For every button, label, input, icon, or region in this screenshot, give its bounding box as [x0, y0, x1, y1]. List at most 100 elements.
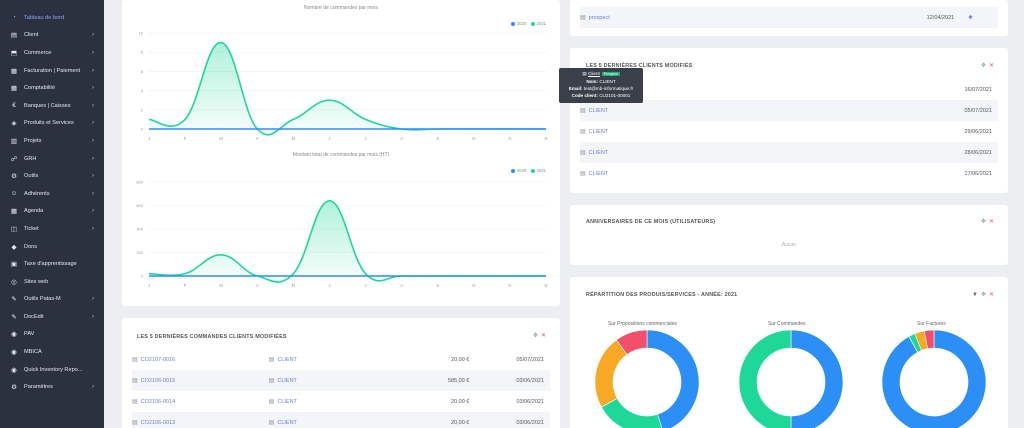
order-ref-link[interactable]: CO2106-0015	[140, 377, 176, 384]
x-tick-label: M	[292, 283, 296, 288]
donut-commandes-slice	[738, 329, 792, 428]
invoice-icon: ▦	[10, 67, 18, 75]
x-tick-label: J	[148, 136, 150, 141]
close-icon[interactable]: ✕	[540, 333, 546, 339]
sidebar-item-wrench[interactable]: ✎ Outils Patas-M ›	[0, 291, 104, 309]
sidebar-item-label: Outils	[24, 173, 39, 180]
sidebar-item-label: Paramètres	[24, 384, 53, 391]
sidebar-item-euro[interactable]: € Banques | Caisses ›	[0, 97, 104, 115]
order-ref-link[interactable]: CO2106-0014	[140, 398, 176, 405]
y-tick-label: 600	[136, 203, 143, 208]
star-icon[interactable]: ✱	[968, 14, 973, 21]
client-row[interactable]: ▤ CLIENT 28/06/2021	[580, 142, 998, 163]
sidebar-item-gauge[interactable]: ◔ Tableau de bord	[0, 9, 104, 27]
prospect-row[interactable]: ▤ prospect 12/04/2021 ✱	[580, 7, 998, 28]
card-tools: ✥ ✕	[533, 332, 546, 339]
sidebar-item-tax[interactable]: ▣ Taxe d'apprentissage	[0, 255, 104, 273]
sidebar-item-pav[interactable]: ◉ PAV	[0, 326, 104, 344]
legend-2021: 2021	[531, 168, 546, 173]
sidebar-item-edit[interactable]: ✎ DocEdit ›	[0, 308, 104, 326]
sidebar-item-tools[interactable]: ⚙ Outils ›	[0, 167, 104, 185]
sidebar-item-invoice[interactable]: ▦ Facturation | Paiement ›	[0, 62, 104, 80]
sidebar-item-label: DocEdit	[24, 313, 44, 320]
birthdays-title: Anniversaires de ce mois (utilisateurs)	[586, 219, 716, 225]
chevron-right-icon: ›	[92, 67, 94, 74]
x-tick-label: J	[148, 283, 150, 288]
doc-icon: ▤	[580, 108, 586, 114]
close-icon[interactable]: ✕	[988, 292, 994, 298]
cube-icon: ◈	[11, 120, 17, 128]
client-link[interactable]: CLIENT	[588, 149, 609, 156]
sidebar-item-cube[interactable]: ◈ Produits et Services ›	[0, 115, 104, 133]
client-link[interactable]: CLIENT	[588, 170, 609, 177]
sidebar-item-table[interactable]: ▦ Comptabilité ›	[0, 79, 104, 97]
x-tick-label: J	[364, 283, 366, 288]
order-client-link[interactable]: CLIENT	[277, 377, 297, 384]
sidebar-item-web[interactable]: ◎ Sites web	[0, 273, 104, 291]
order-row[interactable]: ▤ CO2106-0013 ▤ CLIENT 20,00 €03/06/2021	[132, 412, 550, 428]
card-tools: ✥ ✕	[981, 218, 994, 225]
chevron-right-icon: ›	[92, 384, 94, 391]
sidebar-item-label: Banques | Caisses	[24, 102, 71, 109]
x-tick-label: M	[219, 136, 223, 141]
x-tick-label: A	[400, 283, 403, 288]
order-row[interactable]: ▤ CO2106-0014 ▤ CLIENT 20,00 €03/06/2021	[132, 391, 550, 412]
birthdays-card: Anniversaires de ce mois (utilisateurs) …	[570, 205, 1008, 265]
pav-icon: ◉	[11, 331, 17, 339]
x-tick-label: A	[400, 136, 403, 141]
order-client-link[interactable]: CLIENT	[277, 419, 297, 426]
sidebar: ◔ Tableau de bord ▤ Client › ⬒ Commerce › ▦ Factu…	[0, 0, 104, 428]
gear-icon: ⚙	[11, 384, 17, 392]
y-tick-label: 200	[136, 250, 143, 255]
client-row[interactable]: ▤ CLIENT 17/06/2021	[580, 163, 998, 184]
sidebar-item-gear[interactable]: ⚙ Paramètres ›	[0, 378, 104, 396]
doc-icon: ▤	[10, 32, 18, 40]
x-tick-label: S	[436, 283, 439, 288]
birthdays-empty: Aucun	[781, 242, 797, 248]
client-link[interactable]: CLIENT	[588, 128, 609, 135]
sidebar-item-label: Agenda	[24, 208, 44, 215]
donut-propositions-slice	[646, 329, 700, 428]
order-ref-link[interactable]: CO2106-0013	[140, 419, 176, 426]
prospect-link[interactable]: prospect	[588, 14, 610, 21]
order-ref-link[interactable]: CO2107-0016	[140, 356, 176, 363]
x-tick-label: J	[328, 283, 330, 288]
close-icon[interactable]: ✕	[988, 219, 994, 225]
client-link[interactable]: CLIENT	[588, 107, 609, 114]
sidebar-item-label: Ticket	[24, 225, 39, 232]
move-icon[interactable]: ✥	[980, 219, 986, 225]
sidebar-item-label: Produits et Services	[24, 120, 74, 127]
client-row[interactable]: ▤ CLIENT 05/07/2021	[580, 100, 998, 121]
sidebar-item-label: Projets	[24, 137, 42, 144]
client-link[interactable]: CLIENT	[589, 87, 965, 93]
x-tick-label: S	[436, 136, 439, 141]
sidebar-item-members[interactable]: ☺ Adhérents ›	[0, 185, 104, 203]
order-client-link[interactable]: CLIENT	[277, 356, 297, 363]
order-amount: 585,00 €	[447, 377, 470, 384]
doc-icon: ▤	[268, 357, 275, 363]
sidebar-item-ticket[interactable]: ◫ Ticket ›	[0, 220, 104, 238]
sidebar-item-calendar[interactable]: ▦ Agenda ›	[0, 203, 104, 221]
order-amount: 20,00 €	[450, 398, 470, 405]
order-row[interactable]: ▤ CO2106-0015 ▤ CLIENT 585,00 €03/06/2021	[132, 370, 550, 391]
sidebar-item-doc[interactable]: ▤ Client ›	[0, 27, 104, 45]
sidebar-item-briefcase[interactable]: ▥ Projets ›	[0, 132, 104, 150]
move-icon[interactable]: ✥	[980, 292, 986, 298]
sidebar-item-gift[interactable]: ◆ Dons	[0, 238, 104, 256]
sidebar-item-users[interactable]: ☍ GRH ›	[0, 150, 104, 168]
order-row[interactable]: ▤ CO2107-0016 ▤ CLIENT 20,00 €05/07/2021	[132, 349, 550, 370]
sidebar-item-inventory[interactable]: ◉ Quick Inventory Repo...	[0, 361, 104, 379]
move-icon[interactable]: ✥	[980, 63, 986, 69]
move-icon[interactable]: ✥	[532, 333, 538, 339]
sidebar-item-label: GRH	[24, 155, 37, 162]
sidebar-item-label: PAV	[24, 331, 35, 338]
repartition-title: Répartition des produis/services - année…	[586, 292, 738, 298]
sidebar-item-cart[interactable]: ⬒ Commerce ›	[0, 44, 104, 62]
sidebar-item-mbica[interactable]: ◉ MBICA	[0, 343, 104, 361]
gauge-icon: ◔	[12, 14, 16, 22]
order-client-link[interactable]: CLIENT	[277, 398, 297, 405]
filter-icon[interactable]: ▼	[971, 292, 978, 298]
y-tick-label: 10	[139, 31, 144, 36]
close-icon[interactable]: ✕	[988, 63, 994, 69]
client-row[interactable]: ▤ CLIENT 29/06/2021	[580, 121, 998, 142]
